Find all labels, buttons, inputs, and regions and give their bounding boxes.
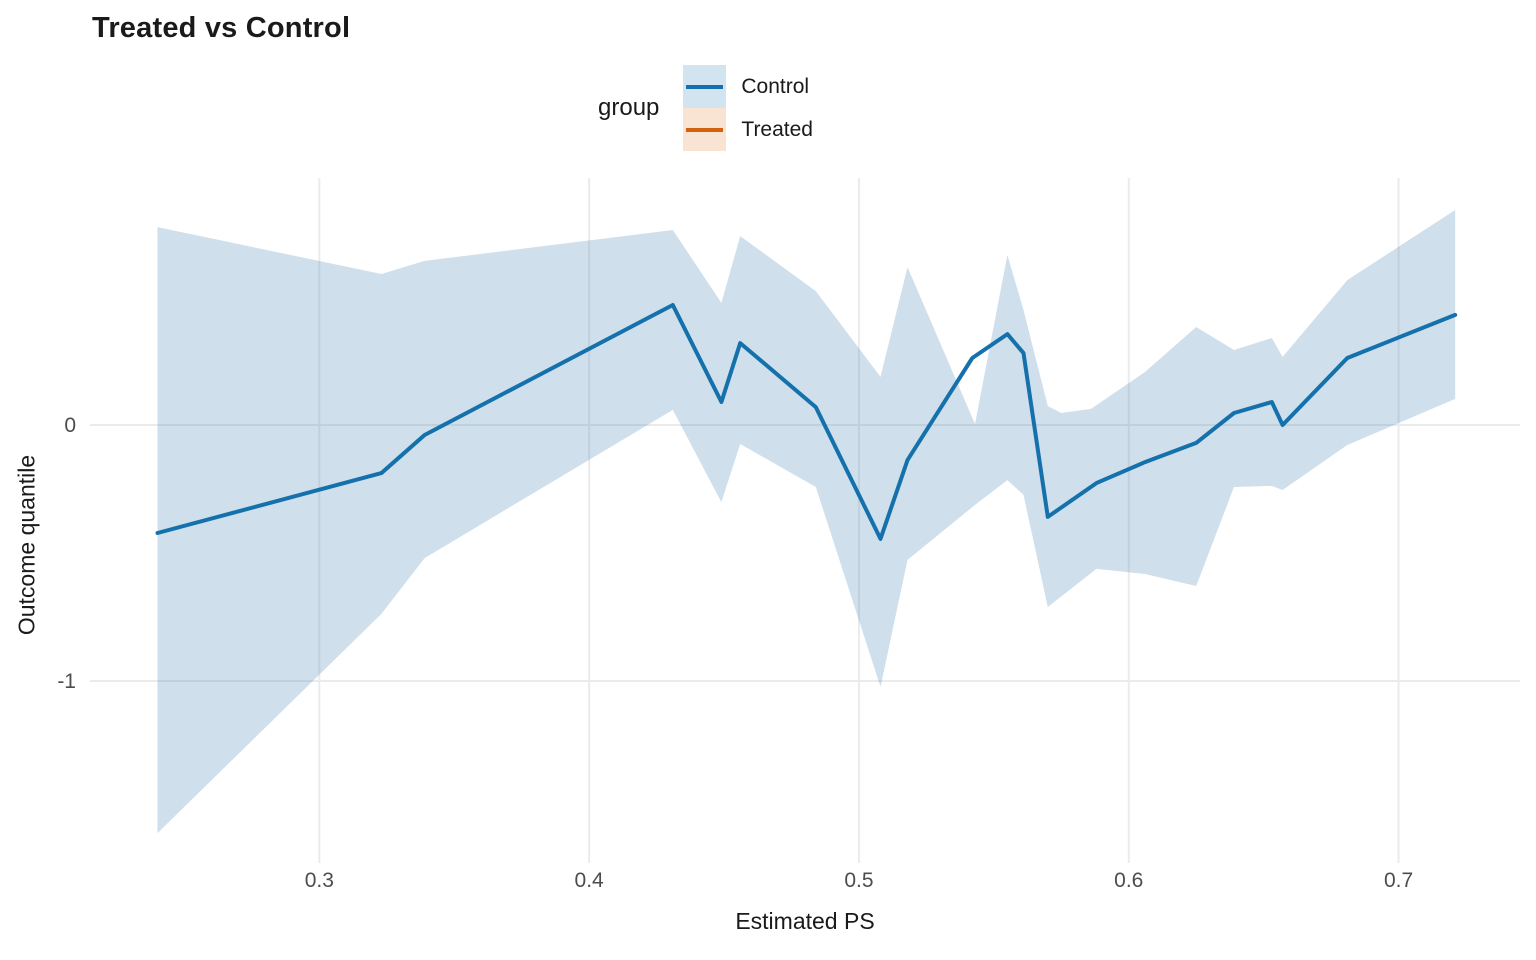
legend: group Control Treated	[598, 65, 833, 151]
plot-title: Treated vs Control	[92, 12, 351, 44]
legend-key-treated-swatch	[683, 108, 727, 151]
gridlines	[90, 178, 1520, 863]
confidence-ribbon	[157, 210, 1456, 834]
svg-text:0.3: 0.3	[305, 869, 334, 892]
legend-label: Control	[741, 74, 810, 98]
legend-item-control: Control	[683, 65, 813, 108]
x-axis-title: Estimated PS	[735, 908, 875, 934]
legend-items: Control Treated	[683, 65, 833, 151]
legend-label: Treated	[741, 117, 813, 141]
legend-key-line	[686, 127, 724, 132]
legend-title: group	[598, 94, 660, 121]
legend-key-control-swatch	[683, 65, 727, 108]
legend-key-line	[686, 84, 724, 89]
svg-text:0.4: 0.4	[575, 869, 605, 892]
control-line	[155, 303, 1458, 541]
svg-text:-1: -1	[57, 670, 76, 693]
svg-text:0: 0	[64, 414, 76, 437]
y-axis-tick-labels: 0 -1	[57, 414, 76, 693]
x-axis-tick-labels: 0.3 0.4 0.5 0.6 0.7	[305, 869, 1413, 892]
legend-item-treated: Treated	[683, 108, 813, 151]
svg-text:0.6: 0.6	[1114, 869, 1143, 892]
svg-text:0.7: 0.7	[1384, 869, 1413, 892]
svg-text:0.5: 0.5	[844, 869, 873, 892]
y-axis-title: Outcome quantile	[13, 454, 40, 636]
